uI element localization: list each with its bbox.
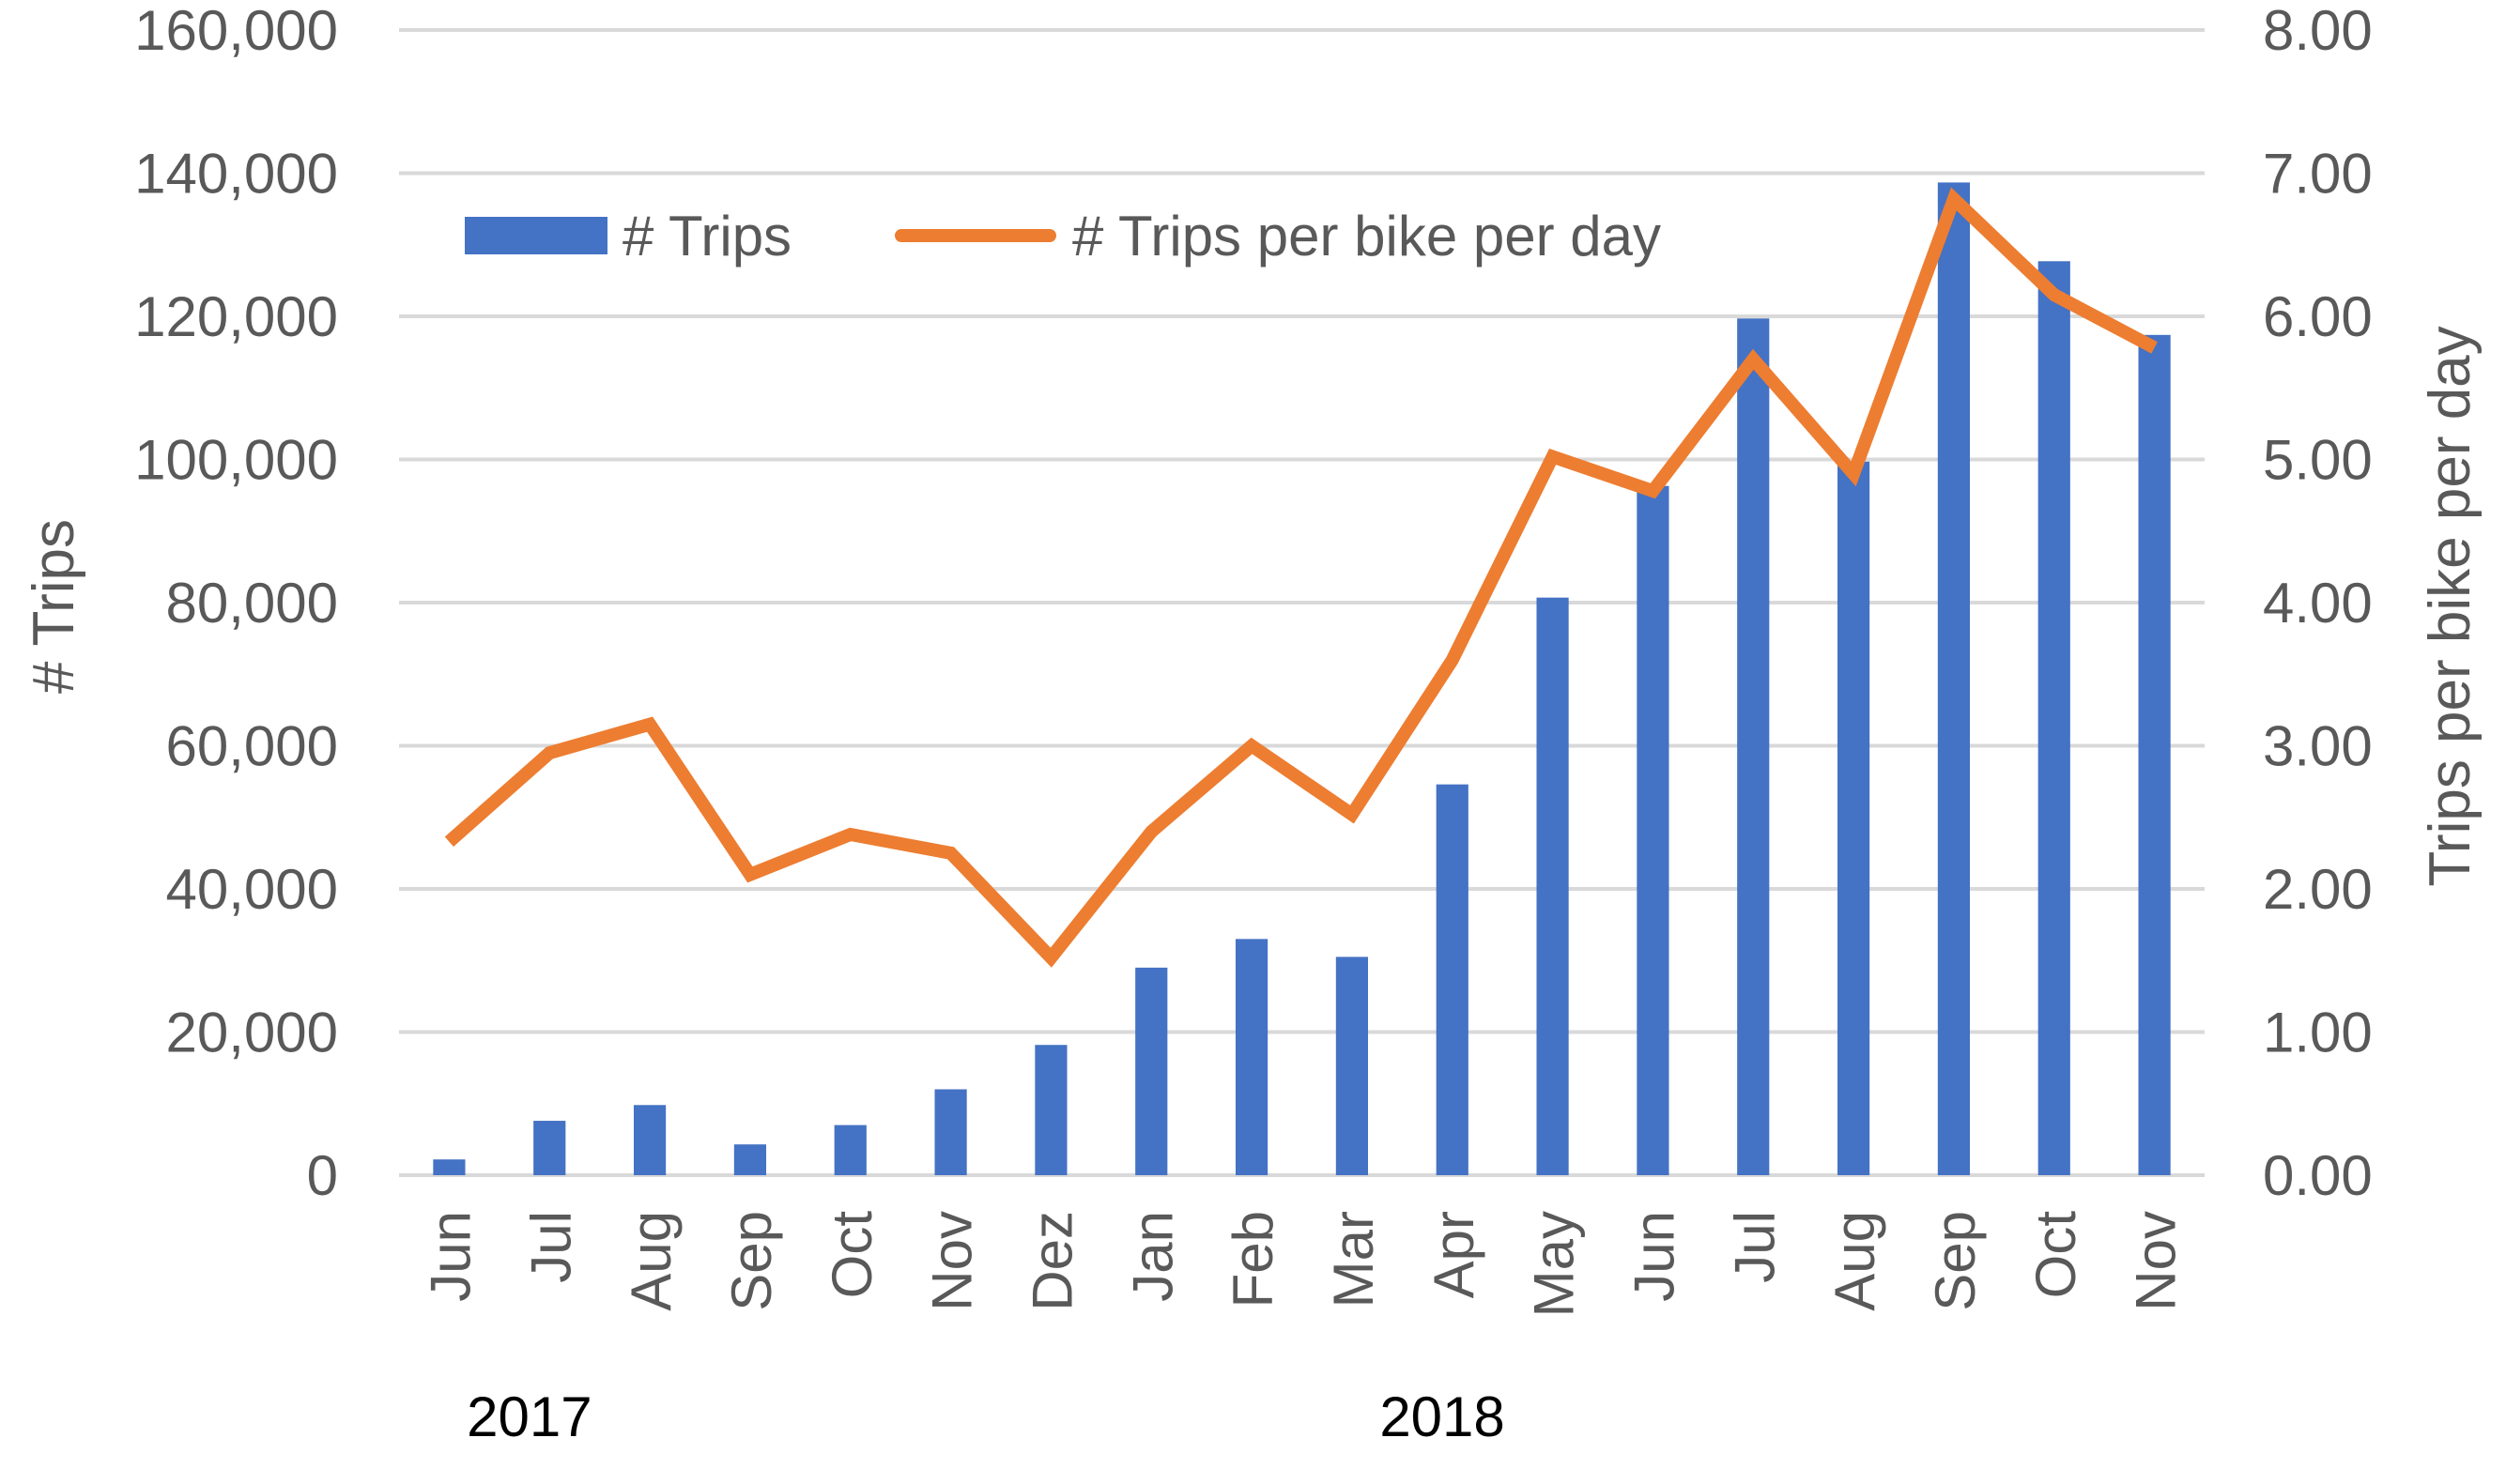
- x-tick-label: Jul: [519, 1211, 582, 1283]
- legend: # Trips # Trips per bike per day: [465, 205, 1661, 268]
- right-tick-label: 5.00: [2263, 429, 2373, 492]
- trips-bars: [433, 182, 2171, 1176]
- left-tick-label: 120,000: [134, 285, 338, 348]
- x-tick-label: Jun: [419, 1211, 482, 1302]
- trips-per-bike-line-path: [444, 187, 2158, 968]
- right-tick-label: 8.00: [2263, 0, 2373, 62]
- year-label: 2018: [1379, 1385, 1504, 1448]
- left-tick-label: 80,000: [165, 572, 338, 635]
- x-tick-label: Mar: [1322, 1211, 1385, 1308]
- right-tick-label: 7.00: [2263, 143, 2373, 206]
- year-labels: 2017 2018: [467, 1385, 1505, 1448]
- x-tick-label: Apr: [1422, 1211, 1485, 1298]
- left-axis-ticks: 0 20,000 40,000 60,000 80,000 100,000 120,000 1…: [134, 0, 338, 1207]
- x-tick-label: Jun: [1622, 1211, 1685, 1302]
- bar: [2138, 334, 2171, 1175]
- x-tick-label: Nov: [2125, 1211, 2188, 1311]
- right-tick-label: 0.00: [2263, 1144, 2373, 1207]
- bar: [1837, 461, 1870, 1176]
- x-tick-label: May: [1523, 1211, 1586, 1317]
- x-tick-label: Feb: [1222, 1211, 1284, 1308]
- right-tick-label: 2.00: [2263, 858, 2373, 921]
- bar: [834, 1124, 867, 1175]
- right-tick-label: 1.00: [2263, 1002, 2373, 1064]
- left-axis-title: # Trips: [22, 519, 86, 694]
- x-tick-label: Sep: [1924, 1211, 1987, 1311]
- legend-trips-label: # Trips: [623, 205, 792, 268]
- bar: [1135, 967, 1168, 1175]
- left-tick-label: 60,000: [165, 715, 338, 778]
- bar: [1035, 1045, 1068, 1175]
- x-tick-label: Jan: [1121, 1211, 1184, 1302]
- bar: [2037, 261, 2070, 1176]
- legend-bar-swatch: [465, 217, 607, 254]
- bar: [633, 1105, 667, 1175]
- x-tick-label: Oct: [2024, 1211, 2087, 1299]
- right-tick-label: 4.00: [2263, 572, 2373, 635]
- bar: [733, 1144, 767, 1175]
- bar: [1637, 485, 1669, 1175]
- left-tick-label: 160,000: [134, 0, 338, 62]
- bar: [1937, 182, 1971, 1176]
- bar: [533, 1121, 566, 1175]
- bar: [934, 1089, 967, 1175]
- left-tick-label: 40,000: [165, 858, 338, 921]
- left-tick-label: 140,000: [134, 143, 338, 206]
- x-tick-label: Aug: [620, 1211, 683, 1311]
- x-tick-label: Sep: [720, 1211, 783, 1311]
- left-tick-label: 100,000: [134, 429, 338, 492]
- right-axis-ticks: 0.00 1.00 2.00 3.00 4.00 5.00 6.00 7.00 8.00: [2263, 0, 2373, 1207]
- right-tick-label: 6.00: [2263, 285, 2373, 348]
- x-axis-ticks: Jun Jul Aug Sep Oct Nov Dez Jan Feb Mar Apr May Jun J…: [419, 1211, 2187, 1318]
- x-tick-label: Aug: [1823, 1211, 1886, 1311]
- legend-trips-per-bike-label: # Trips per bike per day: [1072, 205, 1661, 268]
- right-tick-label: 3.00: [2263, 715, 2373, 778]
- x-tick-label: Jul: [1723, 1211, 1786, 1283]
- left-tick-label: 20,000: [165, 1002, 338, 1064]
- left-tick-label: 0: [307, 1144, 338, 1207]
- bar: [1536, 597, 1569, 1175]
- bar: [433, 1159, 466, 1175]
- gridlines: [399, 28, 2205, 1177]
- trips-per-bike-line: [444, 187, 2158, 968]
- x-tick-label: Dez: [1021, 1211, 1084, 1311]
- right-axis-title: Trips per bike per day: [2418, 326, 2483, 886]
- bar: [1737, 318, 1770, 1176]
- x-tick-label: Oct: [821, 1211, 884, 1299]
- year-label: 2017: [467, 1385, 592, 1448]
- bar: [1436, 784, 1468, 1175]
- bar: [1235, 939, 1268, 1175]
- x-tick-label: Nov: [921, 1211, 984, 1311]
- bar: [1335, 956, 1369, 1175]
